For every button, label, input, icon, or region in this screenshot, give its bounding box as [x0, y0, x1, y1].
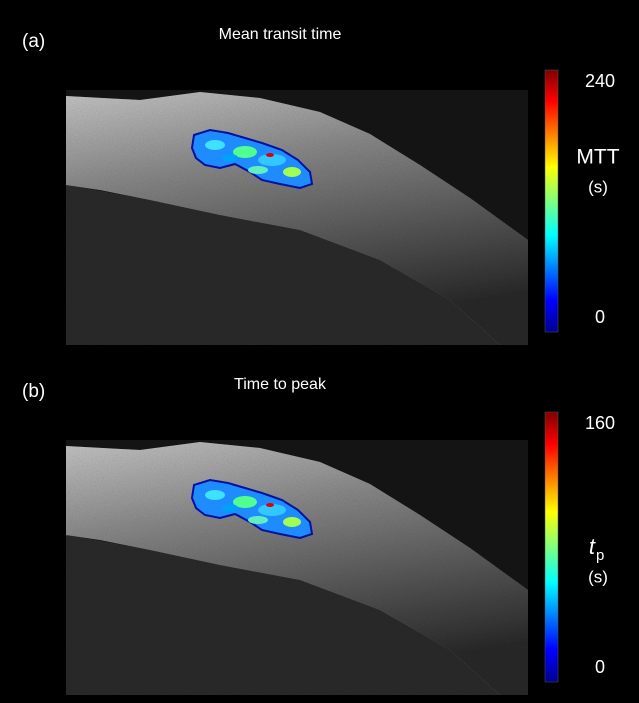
perfusion-patch	[233, 496, 257, 508]
tissue-band	[66, 442, 528, 695]
perfusion-patch	[205, 140, 225, 150]
colorbar-unit: (s)	[588, 177, 608, 196]
colorbar-max: 160	[585, 413, 615, 433]
tissue-band	[66, 92, 528, 345]
perfusion-patch	[283, 517, 301, 527]
colorbar-symbol: t	[589, 534, 596, 559]
panel-label: (a)	[22, 31, 45, 52]
colorbar	[544, 69, 559, 333]
perfusion-patch	[283, 167, 301, 177]
perfusion-patch	[222, 504, 238, 512]
panel-label: (b)	[22, 381, 45, 402]
panel-title: Mean transit time	[219, 26, 342, 43]
colorbar-min: 0	[595, 657, 605, 677]
perfusion-map	[190, 128, 314, 190]
perfusion-map	[190, 478, 314, 540]
perfusion-patch	[233, 146, 257, 158]
colorbar-quantity: MTT	[576, 146, 619, 169]
ultrasound-image	[66, 90, 528, 345]
perfusion-patch	[248, 166, 268, 174]
perfusion-patch	[205, 490, 225, 500]
tissue-lower	[66, 535, 500, 695]
panel-title: Time to peak	[234, 376, 327, 393]
perfusion-patch	[266, 503, 274, 507]
perfusion-patch	[222, 154, 238, 162]
perfusion-patch	[266, 153, 274, 157]
colorbar-max: 240	[585, 71, 615, 91]
colorbar-unit: (s)	[588, 567, 608, 586]
perfusion-patch	[248, 516, 268, 524]
colorbar-subscript: p	[596, 547, 604, 564]
panel: (a) Mean transit time 240 0 MTT (s)	[22, 26, 620, 345]
colorbar-min: 0	[595, 307, 605, 327]
perfusion-patch	[258, 154, 286, 166]
ultrasound-image	[66, 440, 528, 695]
perfusion-patch	[258, 504, 286, 516]
tissue-lower	[66, 185, 500, 345]
colorbar	[544, 411, 559, 683]
panel: (b) Time to peak 160 0 t p (s)	[22, 376, 615, 695]
